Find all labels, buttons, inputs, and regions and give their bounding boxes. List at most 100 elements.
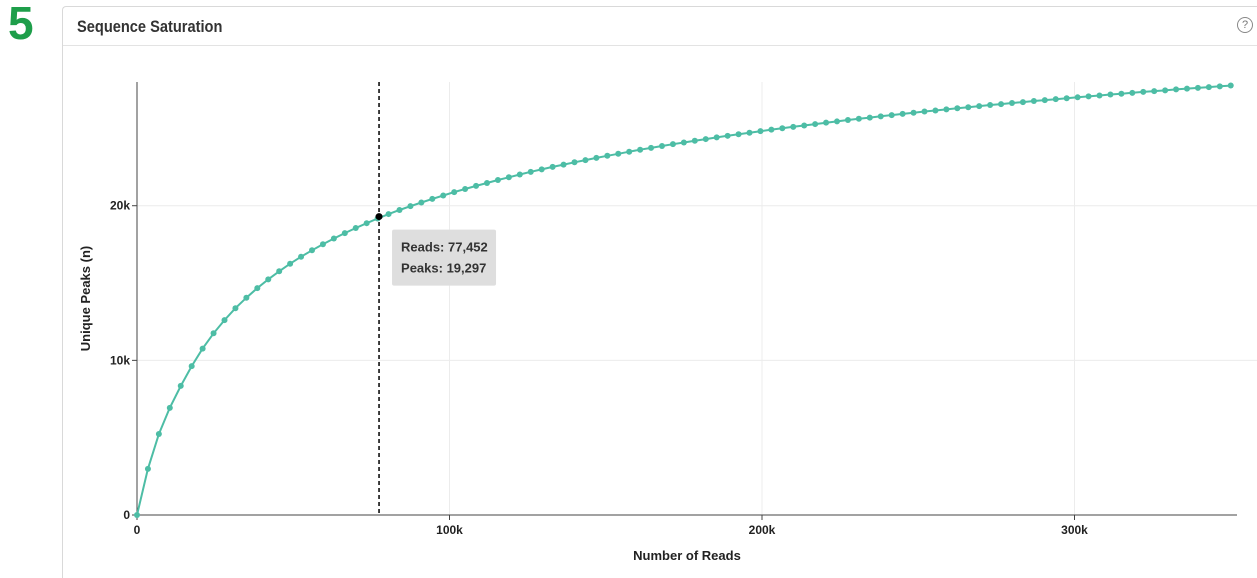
series-point[interactable]	[593, 154, 600, 161]
series-point[interactable]	[877, 113, 884, 120]
series-point[interactable]	[254, 285, 261, 292]
series-point[interactable]	[976, 103, 983, 110]
series-point[interactable]	[396, 207, 403, 214]
series-point[interactable]	[210, 330, 217, 337]
series-point[interactable]	[680, 139, 687, 146]
series-point[interactable]	[1227, 82, 1234, 89]
series-point[interactable]	[1140, 88, 1147, 95]
series-point[interactable]	[866, 114, 873, 121]
series-point[interactable]	[538, 166, 545, 173]
series-point[interactable]	[582, 157, 589, 164]
series-point[interactable]	[571, 159, 578, 166]
series-point[interactable]	[298, 253, 305, 260]
series-point[interactable]	[440, 192, 447, 199]
series-point[interactable]	[155, 430, 162, 437]
series-point[interactable]	[1107, 91, 1114, 98]
series-point[interactable]	[823, 119, 830, 126]
series-point[interactable]	[812, 121, 819, 128]
series-point[interactable]	[724, 132, 731, 139]
series-point[interactable]	[844, 117, 851, 124]
series-point[interactable]	[276, 268, 283, 275]
series-point[interactable]	[309, 247, 315, 254]
series-point[interactable]	[888, 112, 895, 119]
series-point[interactable]	[188, 363, 195, 370]
series-point[interactable]	[987, 102, 994, 109]
series-point[interactable]	[319, 241, 326, 248]
series-point[interactable]	[746, 129, 753, 136]
series-point[interactable]	[363, 220, 370, 227]
series-point[interactable]	[1205, 84, 1212, 91]
series-point[interactable]	[243, 294, 250, 301]
series-point[interactable]	[1173, 86, 1180, 93]
series-point[interactable]	[1184, 85, 1190, 92]
series-point[interactable]	[954, 105, 961, 112]
series-point[interactable]	[943, 106, 950, 113]
series-point[interactable]	[735, 131, 742, 138]
series-point[interactable]	[1009, 100, 1015, 107]
series-point[interactable]	[855, 115, 862, 122]
series-point[interactable]	[473, 182, 480, 189]
series-point[interactable]	[604, 152, 611, 159]
series-point[interactable]	[1019, 99, 1026, 106]
series-point[interactable]	[385, 211, 392, 218]
series-point[interactable]	[429, 195, 436, 202]
series-point[interactable]	[713, 134, 720, 141]
series-point[interactable]	[484, 179, 490, 186]
series-point[interactable]	[998, 101, 1005, 108]
series-point[interactable]	[166, 404, 173, 411]
series-point[interactable]	[451, 189, 458, 196]
series-point[interactable]	[221, 317, 228, 324]
series-point[interactable]	[1129, 89, 1136, 96]
series-point[interactable]	[462, 186, 469, 193]
series-point[interactable]	[352, 224, 359, 231]
series-point[interactable]	[1096, 92, 1103, 99]
series-point[interactable]	[921, 108, 928, 115]
series-point[interactable]	[691, 137, 698, 144]
series-point[interactable]	[1041, 97, 1048, 104]
series-point[interactable]	[177, 382, 184, 389]
series-point[interactable]	[910, 109, 917, 116]
series-point[interactable]	[702, 136, 709, 143]
series-point[interactable]	[1216, 83, 1223, 90]
series-point[interactable]	[232, 305, 239, 312]
series-point[interactable]	[834, 118, 840, 125]
series-point[interactable]	[330, 235, 337, 242]
series-point[interactable]	[1074, 94, 1081, 101]
series-point[interactable]	[1052, 96, 1059, 103]
series-point[interactable]	[1151, 88, 1158, 95]
series-point[interactable]	[527, 168, 534, 175]
series-point[interactable]	[505, 174, 512, 181]
series-point[interactable]	[1162, 87, 1169, 94]
series-point[interactable]	[1194, 84, 1201, 91]
series-point[interactable]	[1030, 98, 1037, 105]
series-point[interactable]	[1118, 90, 1125, 97]
series-point[interactable]	[615, 150, 622, 157]
series-point[interactable]	[801, 122, 808, 129]
series-point[interactable]	[779, 125, 786, 132]
series-point[interactable]	[341, 230, 348, 237]
series-point[interactable]	[757, 128, 764, 135]
series-point[interactable]	[932, 107, 939, 114]
series-point[interactable]	[659, 143, 665, 150]
series-point[interactable]	[494, 177, 501, 184]
series-point[interactable]	[199, 345, 206, 352]
series-point[interactable]	[790, 123, 797, 130]
series-point[interactable]	[549, 163, 556, 170]
series-point[interactable]	[1063, 95, 1070, 102]
series-point[interactable]	[669, 141, 676, 148]
series-point[interactable]	[407, 203, 414, 210]
series-point[interactable]	[626, 148, 633, 155]
series-point[interactable]	[516, 171, 523, 178]
series-point[interactable]	[265, 276, 272, 283]
series-point[interactable]	[965, 104, 972, 111]
series-point[interactable]	[637, 146, 644, 153]
series-point[interactable]	[648, 144, 655, 151]
series-point[interactable]	[287, 260, 294, 267]
selected-point[interactable]	[375, 213, 383, 221]
series-point[interactable]	[418, 199, 425, 206]
series-point[interactable]	[768, 126, 775, 133]
series-point[interactable]	[144, 465, 151, 472]
help-icon[interactable]: ?	[1237, 17, 1253, 33]
series-point[interactable]	[134, 512, 140, 518]
